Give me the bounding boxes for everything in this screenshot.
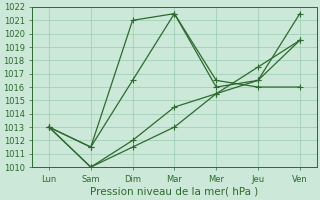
X-axis label: Pression niveau de la mer( hPa ): Pression niveau de la mer( hPa ) — [90, 187, 259, 197]
